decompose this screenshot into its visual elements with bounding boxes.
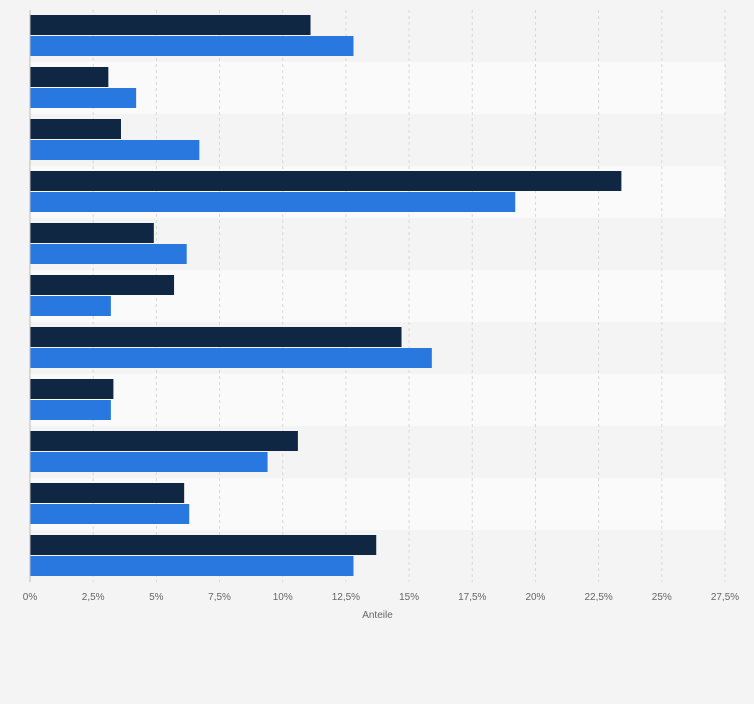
bar-series-2[interactable] (30, 452, 268, 472)
bar-series-2[interactable] (30, 140, 200, 160)
row-band (30, 374, 725, 426)
bar-series-1[interactable] (30, 431, 298, 451)
x-tick-label: 5% (149, 592, 164, 603)
row-band (30, 62, 725, 114)
bar-series-1[interactable] (30, 223, 154, 243)
x-tick-label: 2,5% (82, 592, 105, 603)
bar-series-2[interactable] (30, 88, 137, 108)
x-tick-label: 20% (525, 592, 545, 603)
bar-series-2[interactable] (30, 400, 111, 420)
bar-series-1[interactable] (30, 275, 175, 295)
bar-series-2[interactable] (30, 556, 354, 576)
x-tick-label: 25% (652, 592, 672, 603)
bar-series-1[interactable] (30, 327, 402, 347)
x-tick-label: 12,5% (332, 592, 360, 603)
bar-series-1[interactable] (30, 483, 185, 503)
bar-series-2[interactable] (30, 192, 516, 212)
bar-series-1[interactable] (30, 15, 311, 35)
bar-series-2[interactable] (30, 296, 111, 316)
bar-series-2[interactable] (30, 244, 187, 264)
bar-series-1[interactable] (30, 379, 114, 399)
x-tick-label: 15% (399, 592, 419, 603)
bar-series-2[interactable] (30, 36, 354, 56)
x-tick-label: 27,5% (711, 592, 739, 603)
x-axis-label: Anteile (362, 610, 393, 621)
bar-series-1[interactable] (30, 67, 109, 87)
bar-series-2[interactable] (30, 504, 190, 524)
bar-series-1[interactable] (30, 119, 121, 139)
x-tick-label: 7,5% (208, 592, 231, 603)
x-tick-label: 0% (23, 592, 38, 603)
bars (30, 15, 622, 576)
bar-series-1[interactable] (30, 171, 622, 191)
bar-series-1[interactable] (30, 535, 377, 555)
x-axis-ticks: 0% 2,5% 5% 7,5% 10% 12,5% 15% 17,5% 20% 22,5% 25% 2… (23, 592, 740, 603)
x-tick-label: 17,5% (458, 592, 486, 603)
bar-series-2[interactable] (30, 348, 432, 368)
x-tick-label: 10% (273, 592, 293, 603)
x-tick-label: 22,5% (584, 592, 612, 603)
